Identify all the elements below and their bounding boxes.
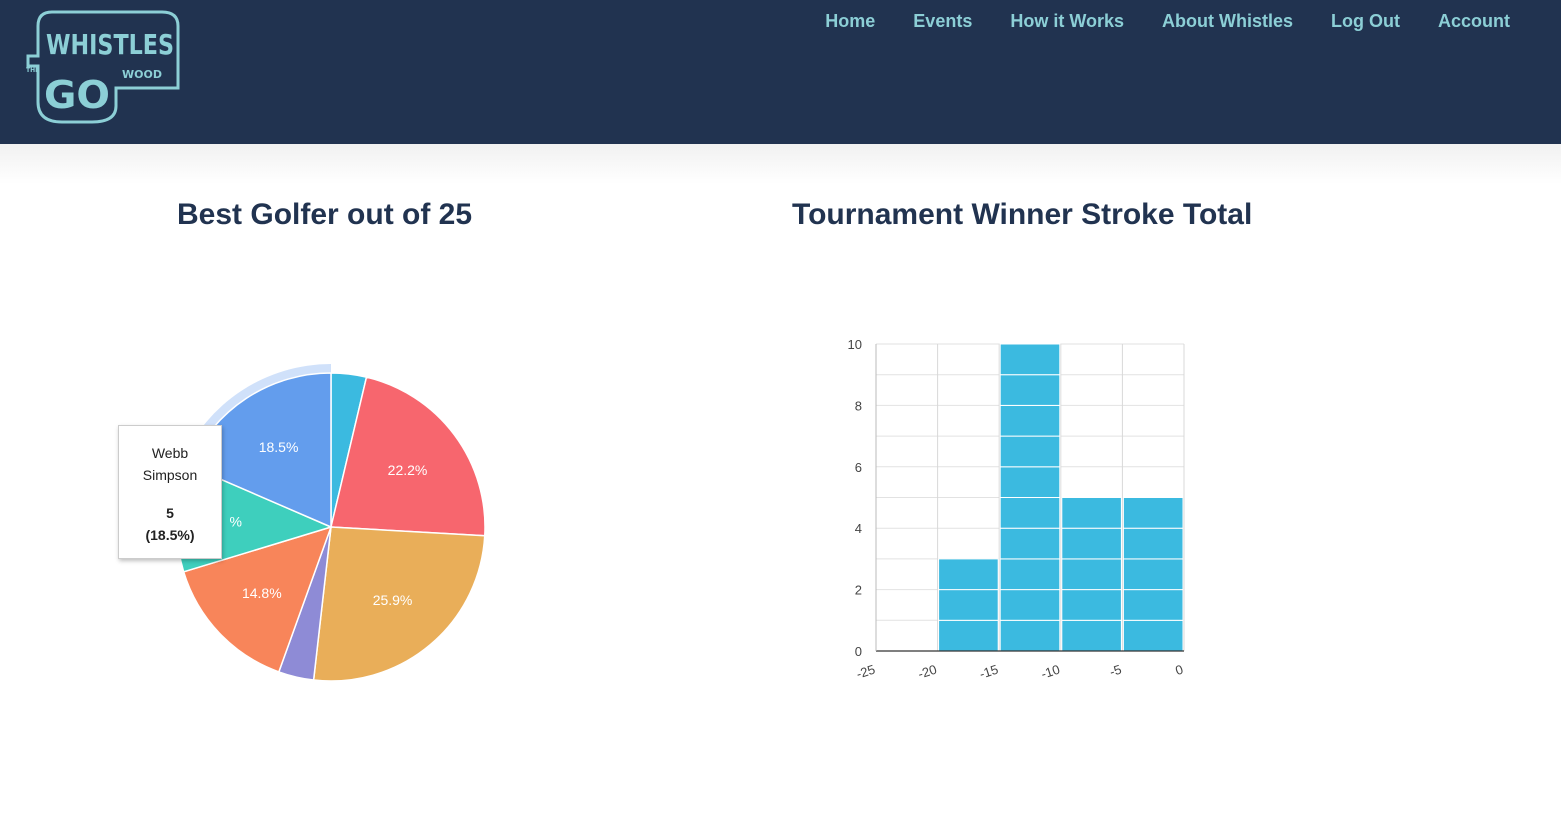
histogram-bar <box>1122 527 1184 560</box>
x-tick-label: -5 <box>1108 662 1124 680</box>
histogram-bar <box>938 619 999 652</box>
pie-slice <box>330 376 486 537</box>
x-tick-label: -25 <box>854 662 877 682</box>
nav-account[interactable]: Account <box>1438 11 1510 31</box>
histogram-bar <box>1122 589 1184 621</box>
logo-text-the: THE <box>26 67 39 74</box>
pie-slice-label: 14.8% <box>242 585 282 601</box>
y-tick-label: 4 <box>855 521 862 536</box>
histogram-bar <box>999 466 1061 499</box>
histogram-bar <box>1061 527 1122 560</box>
tooltip-value: 5 (18.5%) <box>119 502 221 546</box>
header-shadow <box>0 144 1561 184</box>
pie-slice-label: 18.5% <box>259 439 299 455</box>
histogram-bar <box>1122 558 1184 591</box>
histogram-bar <box>999 374 1061 406</box>
histogram-bar <box>999 435 1061 468</box>
histogram-bar <box>1061 497 1122 529</box>
pie-slice-halo <box>181 364 331 466</box>
pie-chart[interactable]: 22.2% 25.9% 14.8%% 18.5% <box>100 350 520 710</box>
nav-about-whistles[interactable]: About Whistles <box>1162 11 1294 31</box>
x-tick-label: -10 <box>1039 662 1062 682</box>
y-tick-label: 2 <box>855 583 862 598</box>
nav-how-it-works[interactable]: How it Works <box>1010 11 1125 31</box>
nav-log-out[interactable]: Log Out <box>1331 11 1400 31</box>
histogram-bar <box>999 558 1061 591</box>
y-tick-label: 6 <box>855 460 862 475</box>
histogram-chart[interactable]: 0 2 4 6 8 10 -25 -20 -15 -10 -5 0 <box>830 330 1210 690</box>
logo-graphic: WHISTLES GO WOOD THE <box>26 10 180 124</box>
pie-slice <box>182 525 333 673</box>
site-header: WHISTLES GO WOOD THE Home Events How it … <box>0 0 1561 144</box>
histogram-bar <box>999 589 1061 621</box>
histogram-bar <box>999 404 1061 437</box>
logo-text-wood: WOOD <box>122 68 162 81</box>
pie-slice-label: 25.9% <box>373 592 413 608</box>
y-tick-label: 8 <box>855 398 862 413</box>
histogram-bar <box>999 343 1061 376</box>
whistles-logo[interactable]: WHISTLES GO WOOD THE <box>22 10 182 125</box>
histogram-bar <box>999 527 1061 560</box>
y-tick-label: 10 <box>848 337 862 352</box>
histogram-bar <box>999 497 1061 529</box>
histogram-bar <box>1061 589 1122 621</box>
main-nav: Home Events How it Works About Whistles … <box>806 10 1529 32</box>
nav-events[interactable]: Events <box>913 11 973 31</box>
histogram-title: Tournament Winner Stroke Total <box>792 198 1253 231</box>
x-tick-label: -15 <box>978 662 1001 682</box>
pie-slice-label: % <box>229 514 241 530</box>
pie-slice <box>312 526 486 682</box>
pie-slice-label: 22.2% <box>388 462 428 478</box>
histogram-bar <box>938 589 999 621</box>
logo-text-go: GO <box>44 73 110 117</box>
pie-tooltip: Webb Simpson 5 (18.5%) <box>118 425 222 559</box>
tooltip-count: 5 <box>166 505 174 521</box>
logo-text-main: WHISTLES <box>46 28 174 61</box>
pie-chart-title: Best Golfer out of 25 <box>177 198 473 231</box>
histogram-bar <box>938 558 999 591</box>
histogram-bar <box>999 619 1061 652</box>
histogram-bar <box>1122 497 1184 529</box>
tooltip-percent: (18.5%) <box>145 527 195 543</box>
histogram-bar <box>1122 619 1184 652</box>
x-tick-label: 0 <box>1173 662 1185 679</box>
y-tick-label: 0 <box>855 644 862 659</box>
nav-home[interactable]: Home <box>825 11 876 31</box>
histogram-bar <box>1061 619 1122 652</box>
x-tick-label: -20 <box>916 662 939 682</box>
tooltip-name: Webb Simpson <box>142 445 198 483</box>
histogram-bar <box>1061 558 1122 591</box>
